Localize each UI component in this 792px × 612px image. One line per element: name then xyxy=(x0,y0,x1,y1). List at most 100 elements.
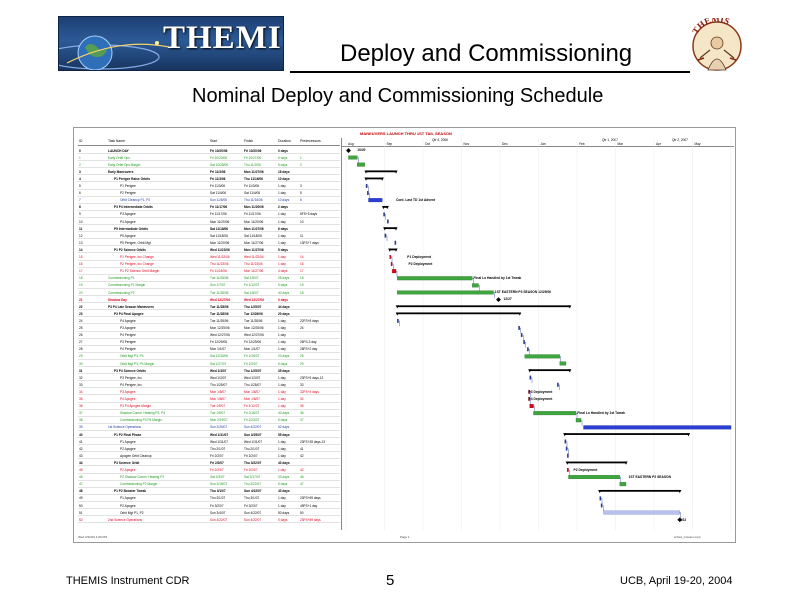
sheet-footer-page: Page 1 xyxy=(400,535,410,539)
row-start: Mon 11/20/06 xyxy=(210,240,230,245)
row-id: 25 xyxy=(79,326,83,330)
gantt-dependency-line xyxy=(357,157,359,163)
gantt-summary-bar xyxy=(384,227,396,230)
row-finish: Fri 1/26/07 xyxy=(244,354,260,359)
row-predecessors: 37 xyxy=(300,418,304,423)
row-task-name: P3 P4 Late Season Maneuvers xyxy=(108,304,154,309)
row-finish: Mon 11/20/06 xyxy=(244,205,264,210)
row-id: 35 xyxy=(79,397,83,401)
row-id: 45 xyxy=(79,468,83,472)
table-row: 1 Early Orbit Ops Fri 10/20/06 Fri 10/27/06… xyxy=(78,154,340,162)
gantt-dependency-line xyxy=(531,377,533,384)
row-predecessors: 34 xyxy=(300,397,304,401)
gantt-task-bar xyxy=(567,467,569,472)
table-row: 5 P1 Perigee Fri 11/3/06 Fri 11/3/06 1 day 3 xyxy=(78,183,340,190)
row-predecessors: 23FS+5 days,13 xyxy=(300,375,324,380)
timeline-month: Sep xyxy=(386,142,393,146)
row-finish: Sun 4/22/07 xyxy=(244,489,262,494)
gantt-task-bar xyxy=(384,233,387,238)
row-duration: 20 days xyxy=(278,311,290,316)
row-task-name: Apogee Orbit Cleanup xyxy=(120,453,152,458)
gantt-task-bar xyxy=(397,290,494,295)
row-id: 21 xyxy=(79,297,83,302)
row-duration: 1 day xyxy=(278,212,286,217)
col-start: Start xyxy=(210,139,218,143)
gantt-dependency-line xyxy=(368,192,370,199)
row-duration: 1 day xyxy=(278,375,286,380)
row-duration: 1 day xyxy=(278,503,286,508)
table-row: 6 P2 Perigee Sat 11/4/06 Sat 11/4/06 1 day 5 xyxy=(78,190,340,197)
gantt-dependency-line xyxy=(386,235,388,242)
table-row: 45 P2 Apogee Fri 2/2/07 Fri 2/2/07 1 day 42 xyxy=(78,467,340,474)
row-task-name: Orbit Mgt P3, P4 xyxy=(120,354,144,359)
row-id: 26 xyxy=(79,333,83,338)
row-task-name: Orbit Cleanup P1, P2 xyxy=(120,198,151,203)
row-start: Tue 11/28/06 xyxy=(210,276,229,281)
gantt-label: 10/20 xyxy=(357,148,366,153)
table-row: 38 Commissioning P3 P4 Margin Mon 2/19/07 F… xyxy=(78,417,340,424)
row-finish: Mon 12/25/06 xyxy=(244,326,264,330)
timeline-month: Jan xyxy=(540,142,546,146)
row-id: 5 xyxy=(79,184,81,188)
row-start: Wed 1/3/07 xyxy=(210,368,227,373)
row-task-name: Early Orbit Ops Margin xyxy=(108,162,141,167)
timeline-month: Nov xyxy=(463,142,470,146)
row-start: Sat 11/18/06 xyxy=(210,233,228,238)
row-finish: Fri 2/2/07 xyxy=(244,468,258,472)
row-id: 6 xyxy=(79,191,81,196)
gantt-summary-cap xyxy=(395,312,399,316)
gantt-chart: Qtr 4, 2006 Qtr 1, 2007 Qtr 2, 2007 Aug Sep O… xyxy=(341,138,734,530)
gantt-dependency-line xyxy=(528,349,530,355)
table-row: 30 Orbit Mgt P3, P4 Margin Sat 1/27/07 Fri … xyxy=(78,360,340,368)
row-finish: Thu 3/1/07 xyxy=(244,496,260,501)
row-duration: 2 days xyxy=(278,205,288,210)
table-row: 42 P2 Apogee Thu 2/1/07 Thu 2/1/07 1 day 41 xyxy=(78,445,340,453)
table-row: 50 P2 Apogee Fri 3/2/07 Fri 3/2/07 1 day 49FS… xyxy=(78,502,340,510)
row-predecessors: 2 xyxy=(300,162,302,167)
gantt-task-bar xyxy=(583,425,732,430)
gantt-summary-cap xyxy=(388,248,392,252)
gantt-summary-bar xyxy=(397,312,520,315)
row-finish: Fri 2/2/07 xyxy=(244,453,258,458)
row-id: 38 xyxy=(79,418,83,423)
row-finish: Mon 11/20/06 xyxy=(244,219,264,224)
table-row: 48 P1 P2 Booster Tweak Thu 3/1/07 Sun 4/22/… xyxy=(78,488,340,495)
gantt-summary-cap xyxy=(364,177,368,181)
row-predecessors: 22FS+8 days xyxy=(300,318,319,323)
row-predecessors: 26FS-3 day xyxy=(300,340,317,345)
timeline-quarter: Qtr 4, 2006 xyxy=(432,138,448,142)
row-finish: Wed 1/3/07 xyxy=(244,375,261,380)
timeline-month: May xyxy=(694,142,701,146)
gantt-task-bar xyxy=(368,198,383,203)
row-task-name: P3 P4 Final Apogee xyxy=(114,311,144,316)
row-task-name: P3 Apogee xyxy=(120,326,136,330)
table-row: 31 P3 P4 Science Orbits Wed 1/3/07 Thu 1/25… xyxy=(78,367,340,375)
row-finish: Thu 2/1/07 xyxy=(244,446,260,451)
gantt-dependency-line xyxy=(619,476,621,483)
table-row: 16 P2 Perigee, Inc Change Thu 11/23/06 Thu … xyxy=(78,261,340,268)
row-predecessors: 6 xyxy=(300,198,302,203)
task-table-header: ID Task Name Start Finish Duration Prede… xyxy=(78,138,340,146)
logo-text: THEMIS xyxy=(163,20,283,56)
gantt-summary-cap xyxy=(383,227,387,231)
gantt-summary-cap xyxy=(568,305,572,309)
row-finish: Thu 11/16/06 xyxy=(244,198,263,203)
row-start: Fri 11/3/06 xyxy=(210,169,226,174)
row-task-name: Commissioning P2 xyxy=(108,290,135,295)
row-predecessors: 18 xyxy=(300,276,304,281)
row-finish: Thu 3/22/07 xyxy=(244,460,262,465)
row-start: Fri 2/2/07 xyxy=(210,453,224,458)
row-start: Mon 11/20/06 xyxy=(210,219,230,224)
footer-date-location: UCB, April 19-20, 2004 xyxy=(620,575,733,587)
row-id: 48 xyxy=(79,489,83,494)
gantt-summary-bar xyxy=(366,170,396,173)
row-predecessors: 8FS+5 days xyxy=(300,212,318,217)
row-start: Sat 2/3/07 xyxy=(210,475,225,480)
row-finish: Fri 11/17/06 xyxy=(244,212,261,217)
gantt-dependency-line xyxy=(559,356,561,362)
row-task-name: P1 Apogee xyxy=(120,439,136,444)
row-task-name: P1 P2 Final Phase xyxy=(114,432,142,437)
table-row: 7 Orbit Cleanup P1, P2 Sun 11/5/06 Thu 11/1… xyxy=(78,197,340,204)
sheet-footer-date: Wed 3/31/04 1:09 PM xyxy=(78,535,107,539)
table-row: 2 Early Orbit Ops Margin Sat 10/28/06 Thu 1… xyxy=(78,161,340,169)
